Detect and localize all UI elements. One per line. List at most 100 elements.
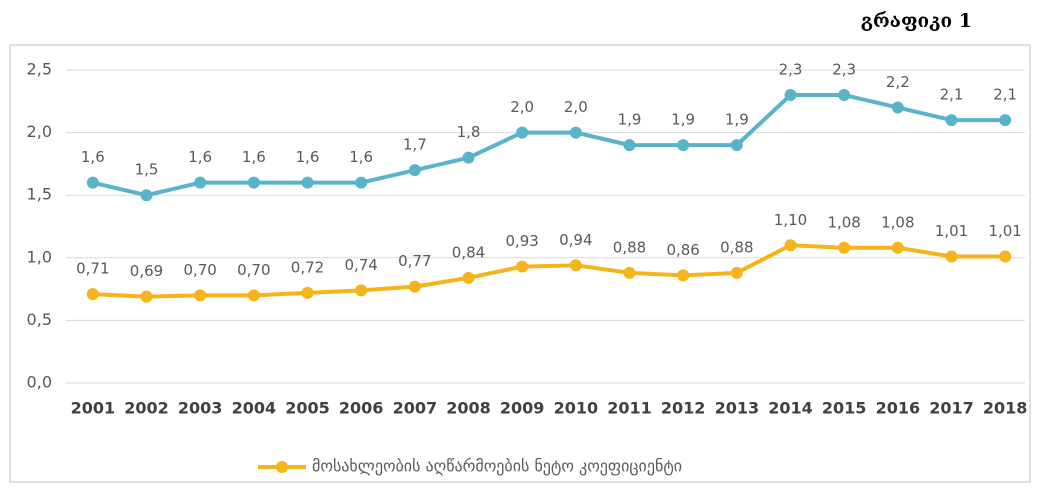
data-label: 0,94 bbox=[559, 231, 592, 249]
x-tick-label: 2018 bbox=[983, 399, 1028, 418]
marker bbox=[462, 151, 475, 164]
x-tick-label: 2011 bbox=[607, 399, 652, 418]
data-label: 0,69 bbox=[130, 262, 163, 280]
x-tick-label: 2001 bbox=[71, 399, 116, 418]
data-label: 1,9 bbox=[618, 111, 642, 129]
marker bbox=[301, 286, 314, 299]
x-tick-label: 2015 bbox=[822, 399, 867, 418]
data-label: 1,9 bbox=[671, 111, 695, 129]
marker bbox=[462, 271, 475, 284]
data-label: 1,9 bbox=[725, 111, 749, 129]
marker bbox=[408, 164, 421, 177]
line bbox=[92, 93, 1006, 198]
y-tick-label: 2,0 bbox=[27, 122, 52, 141]
legend-marker bbox=[276, 461, 288, 473]
data-label: 1,08 bbox=[827, 213, 860, 231]
marker bbox=[623, 266, 636, 279]
marker bbox=[516, 260, 529, 273]
x-tick-label: 2016 bbox=[876, 399, 921, 418]
data-label: 1,6 bbox=[188, 148, 212, 166]
marker bbox=[140, 290, 153, 303]
marker bbox=[247, 289, 260, 302]
marker bbox=[623, 139, 636, 152]
data-label: 2,1 bbox=[993, 86, 1017, 104]
data-label: 2,2 bbox=[886, 73, 910, 91]
data-label: 1,01 bbox=[988, 222, 1021, 240]
marker bbox=[355, 176, 368, 189]
marker bbox=[999, 250, 1012, 263]
data-label: 0,88 bbox=[613, 238, 646, 256]
marker bbox=[677, 269, 690, 282]
data-label: 0,74 bbox=[344, 256, 377, 274]
marker bbox=[355, 284, 368, 297]
marker bbox=[86, 176, 99, 189]
marker bbox=[569, 126, 582, 139]
marker bbox=[677, 139, 690, 152]
data-label: 1,6 bbox=[81, 148, 105, 166]
line bbox=[92, 243, 1006, 299]
x-tick-label: 2013 bbox=[715, 399, 760, 418]
data-label: 0,77 bbox=[398, 252, 431, 270]
marker bbox=[838, 89, 851, 102]
x-tick-label: 2010 bbox=[554, 399, 599, 418]
marker bbox=[891, 101, 904, 114]
y-tick-label: 0,0 bbox=[27, 373, 52, 392]
marker bbox=[730, 266, 743, 279]
data-label: 1,6 bbox=[242, 148, 266, 166]
legend-label: მოსახლეობის აღწარმოების ნეტო კოეფიციენტი bbox=[312, 457, 682, 476]
data-label: 1,10 bbox=[774, 211, 807, 229]
marker bbox=[194, 289, 207, 302]
data-label: 1,8 bbox=[457, 123, 481, 141]
marker bbox=[730, 139, 743, 152]
data-label: 1,7 bbox=[403, 136, 427, 154]
marker bbox=[891, 241, 904, 254]
data-label: 0,72 bbox=[291, 258, 324, 276]
data-label: 0,88 bbox=[720, 238, 753, 256]
data-label: 1,01 bbox=[935, 222, 968, 240]
data-label: 2,1 bbox=[940, 86, 964, 104]
data-label: 0,71 bbox=[76, 260, 109, 278]
y-tick-label: 1,5 bbox=[27, 185, 52, 204]
marker bbox=[784, 89, 797, 102]
x-tick-label: 2007 bbox=[393, 399, 438, 418]
marker bbox=[408, 280, 421, 293]
marker bbox=[301, 176, 314, 189]
y-tick-label: 2,5 bbox=[27, 60, 52, 79]
marker bbox=[569, 259, 582, 272]
marker bbox=[999, 114, 1012, 127]
chart-title: გრაფიკი 1 bbox=[861, 10, 972, 32]
x-tick-label: 2005 bbox=[285, 399, 330, 418]
marker bbox=[140, 189, 153, 202]
x-tick-label: 2003 bbox=[178, 399, 223, 418]
marker bbox=[784, 239, 797, 252]
data-label: 1,6 bbox=[349, 148, 373, 166]
x-tick-label: 2006 bbox=[339, 399, 384, 418]
x-tick-label: 2009 bbox=[500, 399, 545, 418]
chart-frame bbox=[9, 44, 1031, 483]
x-tick-label: 2017 bbox=[929, 399, 974, 418]
x-tick-label: 2004 bbox=[232, 399, 277, 418]
data-label: 2,3 bbox=[832, 61, 856, 79]
data-label: 0,93 bbox=[505, 232, 538, 250]
data-label: 2,3 bbox=[779, 61, 803, 79]
marker bbox=[247, 176, 260, 189]
data-label: 1,08 bbox=[881, 213, 914, 231]
data-label: 1,5 bbox=[135, 161, 159, 179]
x-tick-label: 2002 bbox=[124, 399, 169, 418]
marker bbox=[945, 250, 958, 263]
marker bbox=[516, 126, 529, 139]
y-tick-label: 1,0 bbox=[27, 247, 52, 266]
x-tick-label: 2014 bbox=[768, 399, 813, 418]
data-label: 2,0 bbox=[564, 98, 588, 116]
data-label: 0,70 bbox=[237, 261, 270, 279]
marker bbox=[945, 114, 958, 127]
data-label: 2,0 bbox=[510, 98, 534, 116]
marker bbox=[86, 288, 99, 301]
data-label: 0,84 bbox=[452, 243, 485, 261]
marker bbox=[838, 241, 851, 254]
data-label: 0,70 bbox=[183, 261, 216, 279]
data-label: 0,86 bbox=[666, 241, 699, 259]
marker bbox=[194, 176, 207, 189]
y-tick-label: 0,5 bbox=[27, 310, 52, 329]
